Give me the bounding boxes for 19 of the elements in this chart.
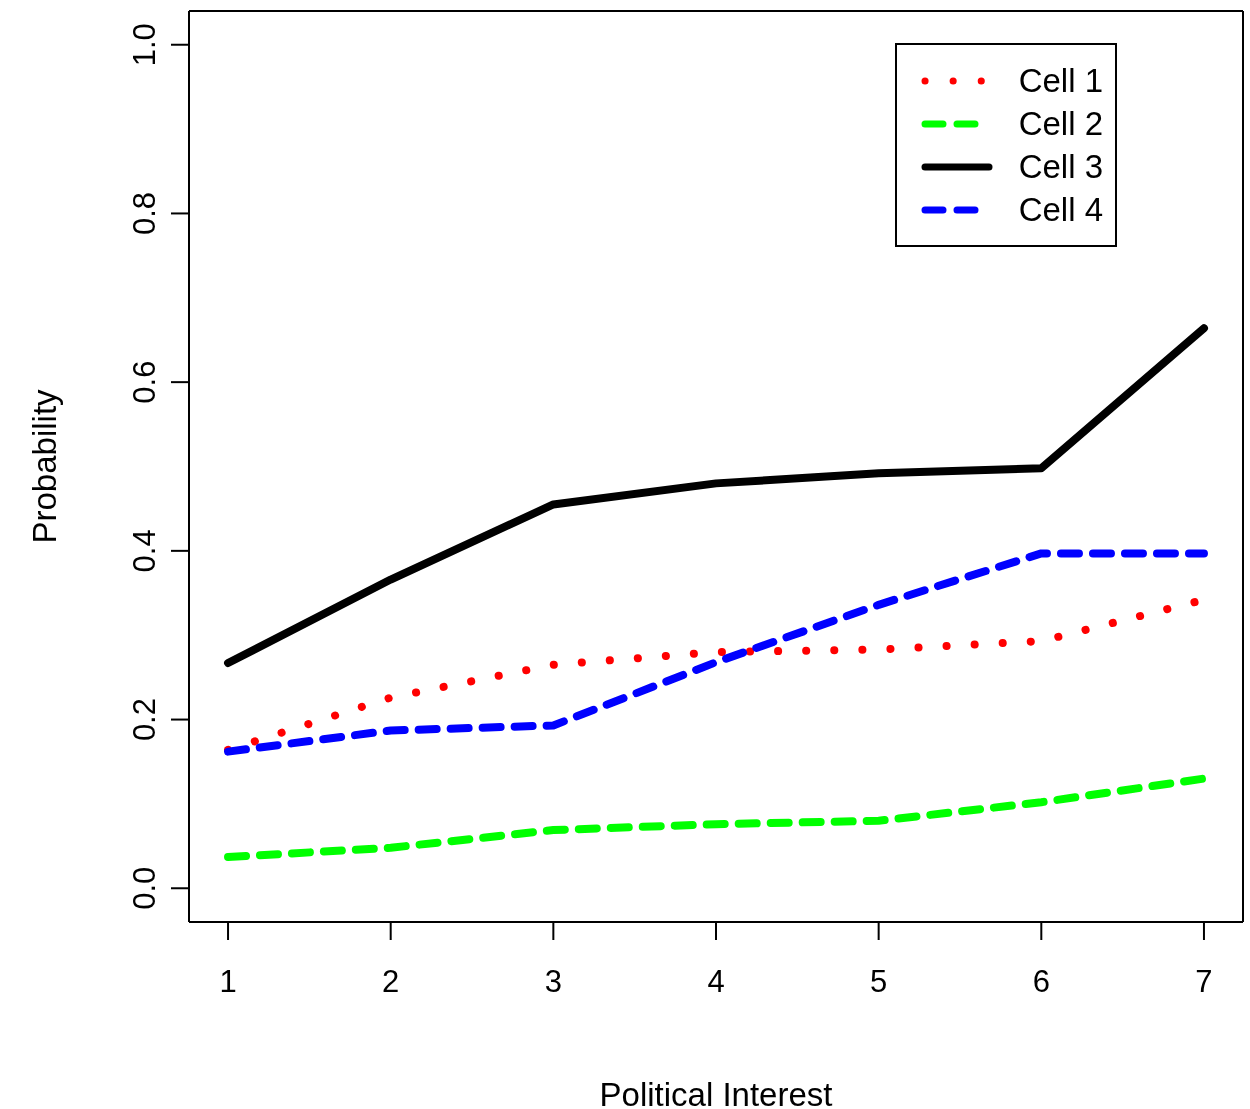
x-tick-label: 7 [1195, 964, 1213, 999]
y-tick-label: 0.2 [127, 698, 162, 742]
x-tick-label: 3 [544, 964, 562, 999]
y-tick-label: 1.0 [127, 23, 162, 67]
y-tick-label: 0.6 [127, 360, 162, 404]
x-tick-label: 6 [1032, 964, 1050, 999]
x-tick-label: 2 [382, 964, 400, 999]
legend-label: Cell 4 [1018, 190, 1103, 229]
x-tick-label: 1 [219, 964, 237, 999]
legend-label: Cell 2 [1018, 104, 1103, 143]
legend-label: Cell 1 [1018, 61, 1103, 100]
y-axis-title: Probability [25, 388, 63, 544]
x-axis-title: Political Interest [599, 1076, 833, 1109]
y-tick-label: 0.0 [127, 866, 162, 910]
x-tick-label: 4 [707, 964, 725, 999]
y-tick-label: 0.8 [127, 191, 162, 235]
x-tick-label: 5 [870, 964, 888, 999]
y-tick-label: 0.4 [127, 529, 162, 573]
legend-label: Cell 3 [1018, 147, 1103, 186]
